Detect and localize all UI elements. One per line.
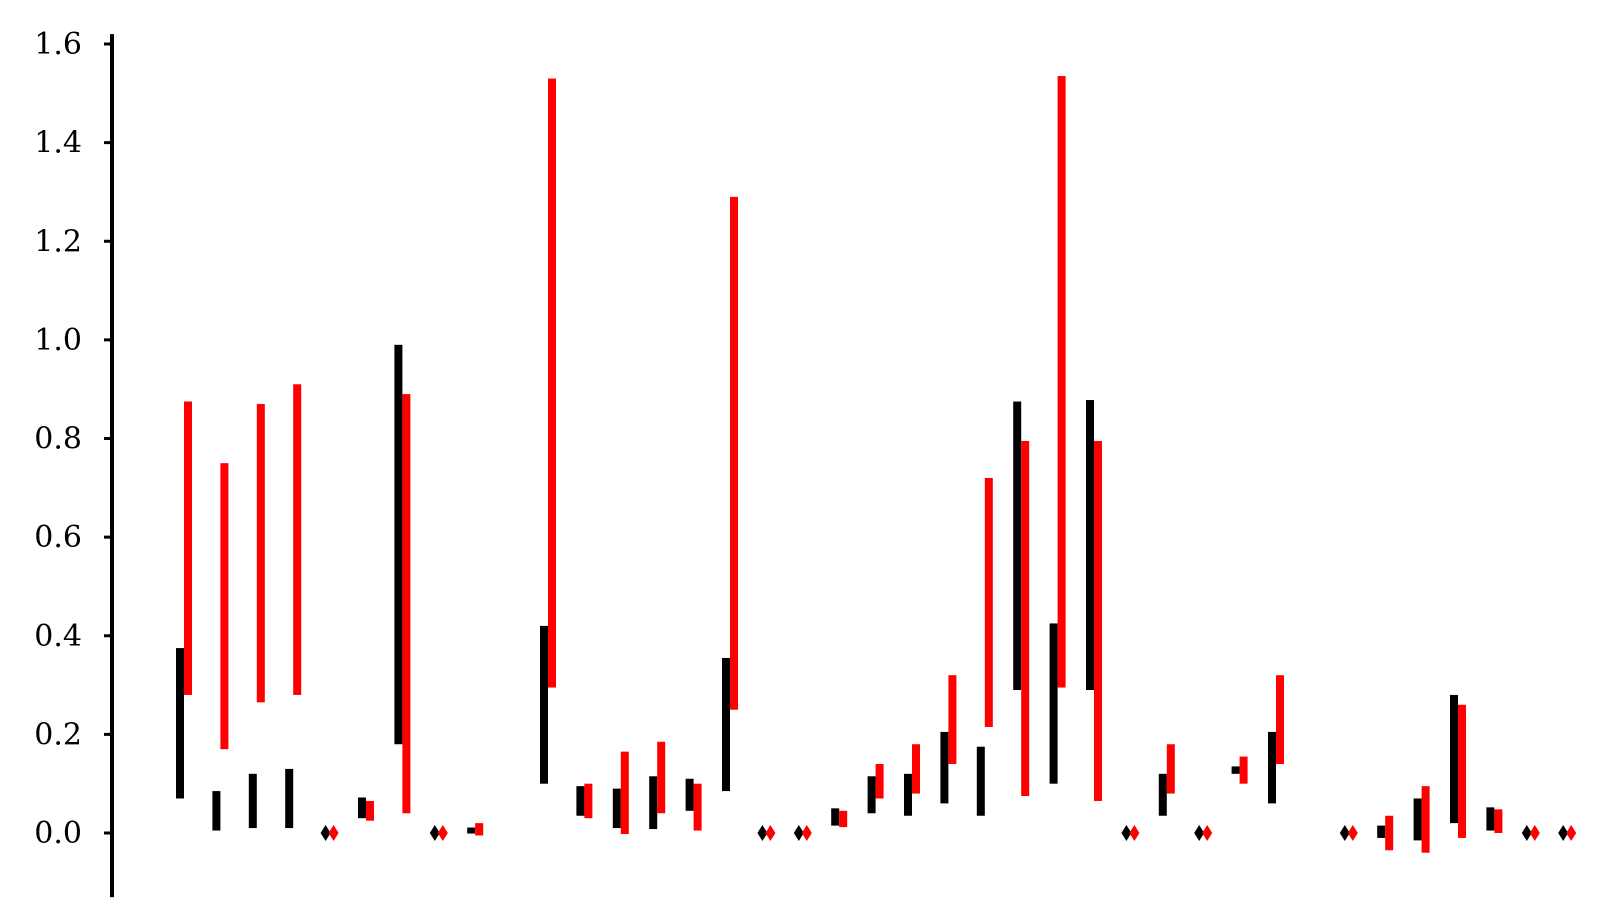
- red-range-bar: [1239, 756, 1248, 784]
- red-range-bar: [548, 78, 556, 688]
- y-tick-label: 1.4: [34, 126, 82, 161]
- red-range-bar: [1276, 675, 1284, 764]
- red-range-bar: [730, 196, 738, 710]
- red-range-bar: [1057, 76, 1066, 688]
- red-range-bar: [1458, 704, 1466, 838]
- red-range-bar: [657, 741, 666, 814]
- black-range-bar: [904, 773, 912, 816]
- red-range-bar: [1494, 809, 1503, 833]
- red-range-bar: [584, 783, 593, 819]
- plot-area: [176, 76, 1577, 853]
- y-tick-label: 1.6: [34, 27, 82, 62]
- black-range-bar-marker: [1558, 825, 1569, 841]
- black-range-bar: [1413, 798, 1422, 841]
- y-tick-label: 0.0: [34, 816, 82, 851]
- red-range-bar: [948, 675, 957, 764]
- red-range-bar-marker: [1129, 825, 1140, 841]
- black-range-bar: [612, 788, 621, 829]
- y-tick-label: 0.4: [34, 619, 82, 654]
- black-range-bar: [1377, 825, 1386, 838]
- black-range-bar-marker: [1339, 825, 1350, 841]
- black-range-bar: [649, 776, 658, 830]
- red-range-bar: [366, 800, 374, 821]
- red-range-bar-marker: [801, 825, 812, 841]
- black-range-bar: [867, 776, 876, 814]
- black-range-bar-marker: [320, 825, 331, 841]
- y-tick-label: 0.6: [34, 520, 82, 555]
- red-range-bar-marker: [437, 825, 448, 841]
- black-range-bar: [1049, 623, 1058, 784]
- black-range-bar: [940, 731, 949, 804]
- red-range-bar: [402, 394, 411, 814]
- red-range-bar-marker: [765, 825, 776, 841]
- black-range-bar: [976, 746, 985, 816]
- red-range-bar-marker: [1566, 825, 1577, 841]
- red-range-bar-marker: [328, 825, 339, 841]
- red-range-bar: [1094, 440, 1102, 801]
- black-range-bar: [212, 791, 221, 831]
- black-range-bar: [576, 786, 585, 816]
- red-range-bar: [839, 810, 848, 828]
- red-range-bar: [1166, 744, 1175, 794]
- black-range-bar: [685, 778, 694, 811]
- black-range-bar: [1231, 766, 1240, 774]
- black-range-bar-marker: [1121, 825, 1132, 841]
- y-tick-label: 0.2: [34, 717, 82, 752]
- black-range-bar: [722, 657, 730, 792]
- red-range-bar: [184, 401, 192, 695]
- red-range-bar-marker: [1347, 825, 1358, 841]
- red-range-bar: [256, 403, 265, 703]
- black-range-bar: [1268, 731, 1276, 804]
- black-range-bar: [467, 827, 476, 834]
- red-range-bar: [984, 477, 993, 727]
- black-range-bar: [1086, 400, 1094, 690]
- y-tick-label: 0.8: [34, 422, 82, 457]
- black-range-bar: [176, 648, 184, 799]
- red-range-bar: [1385, 815, 1394, 851]
- black-range-bar: [831, 808, 840, 826]
- red-range-bar: [912, 744, 920, 794]
- y-axis: 0.0 0.2 0.4 0.6 0.8 1.0 1.2 1.4 1.6: [34, 27, 114, 898]
- red-range-bar: [693, 783, 702, 831]
- black-range-bar: [1486, 807, 1495, 831]
- red-range-bar: [293, 384, 302, 695]
- red-range-bar-marker: [1202, 825, 1213, 841]
- y-tick-label: 1.0: [34, 323, 82, 358]
- y-tick-label: 1.2: [34, 224, 82, 259]
- black-range-bar: [1450, 694, 1458, 824]
- black-range-bar: [358, 797, 366, 819]
- black-range-bar-marker: [429, 825, 440, 841]
- black-range-bar: [285, 768, 294, 829]
- red-range-bar: [1421, 786, 1430, 853]
- black-range-bar: [248, 773, 257, 829]
- black-range-bar-marker: [1194, 825, 1205, 841]
- black-range-bar: [1013, 401, 1022, 690]
- black-range-bar-marker: [1521, 825, 1532, 841]
- red-range-bar: [620, 751, 629, 834]
- black-range-bar: [1158, 773, 1167, 816]
- black-range-bar: [540, 625, 548, 784]
- red-range-bar-marker: [1529, 825, 1540, 841]
- red-range-bar: [875, 763, 884, 799]
- black-range-bar-marker: [793, 825, 804, 841]
- black-range-bar: [394, 344, 403, 745]
- red-range-bar: [220, 463, 229, 750]
- red-range-bar: [475, 823, 484, 836]
- black-range-bar-marker: [757, 825, 768, 841]
- red-range-bar: [1021, 440, 1030, 797]
